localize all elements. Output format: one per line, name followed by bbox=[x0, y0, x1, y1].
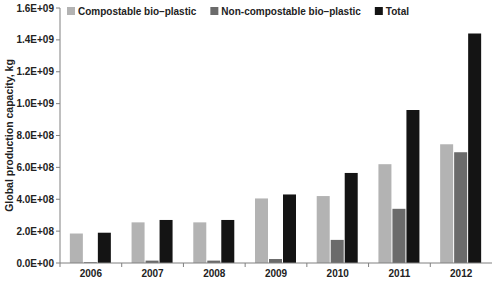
x-tick-label: 2009 bbox=[265, 268, 288, 279]
x-tick-label: 2011 bbox=[389, 268, 411, 279]
bar bbox=[440, 144, 453, 263]
bar bbox=[70, 234, 83, 263]
x-tick bbox=[183, 263, 184, 267]
legend: Compostable bio–plastic Non-compostable b… bbox=[67, 6, 409, 17]
y-tick bbox=[56, 135, 60, 136]
x-tick-label: 2012 bbox=[450, 268, 473, 279]
legend-label: Compostable bio–plastic bbox=[78, 6, 197, 17]
bars bbox=[70, 34, 481, 264]
y-tick bbox=[56, 167, 60, 168]
y-tick bbox=[56, 103, 60, 104]
y-tick bbox=[56, 71, 60, 72]
y-tick-label: 1.4E+09 bbox=[16, 34, 54, 45]
y-tick-label: 1.0E+09 bbox=[16, 98, 54, 109]
bar bbox=[392, 209, 405, 263]
x-tick bbox=[430, 263, 431, 267]
y-tick bbox=[56, 199, 60, 200]
x-tick bbox=[245, 263, 246, 267]
x-tick bbox=[306, 263, 307, 267]
y-tick bbox=[56, 263, 60, 264]
x-tick-label: 2010 bbox=[327, 268, 350, 279]
bar bbox=[98, 233, 111, 263]
bar bbox=[221, 220, 234, 263]
x-tick bbox=[60, 263, 61, 267]
legend-label: Total bbox=[386, 6, 409, 17]
x-tick bbox=[368, 263, 369, 267]
y-tick-label: 8.0E+08 bbox=[16, 130, 54, 141]
bar bbox=[283, 194, 296, 263]
bar bbox=[345, 173, 358, 263]
legend-swatch bbox=[67, 7, 75, 15]
bar bbox=[468, 34, 481, 264]
y-tick bbox=[56, 39, 60, 40]
x-tick bbox=[121, 263, 122, 267]
legend-label: Non-compostable bio–plastic bbox=[221, 6, 361, 17]
y-tick-label: 2.0E+08 bbox=[16, 226, 54, 237]
y-tick bbox=[56, 231, 60, 232]
bar bbox=[454, 152, 467, 263]
y-axis-title: Global production capacity, kg bbox=[3, 59, 15, 212]
bar bbox=[331, 240, 344, 263]
x-tick-label: 2006 bbox=[80, 268, 103, 279]
y-tick-label: 6.0E+08 bbox=[16, 162, 54, 173]
bar bbox=[193, 222, 206, 263]
bar bbox=[378, 164, 391, 263]
bar bbox=[132, 222, 145, 263]
chart: 0.0E+00 2.0E+08 4.0E+08 6.0E+08 8.0E+08 1.0E+… bbox=[0, 0, 500, 285]
y-tick-label: 1.6E+09 bbox=[16, 3, 54, 14]
x-axis bbox=[60, 263, 492, 264]
bar bbox=[269, 259, 282, 263]
y-tick-label: 0.0E+00 bbox=[16, 258, 54, 269]
bar bbox=[317, 196, 330, 263]
y-tick-label: 1.2E+09 bbox=[16, 66, 54, 77]
y-tick-label: 4.0E+08 bbox=[16, 194, 54, 205]
bar bbox=[406, 110, 419, 263]
bar bbox=[160, 220, 173, 263]
bar bbox=[255, 198, 268, 263]
legend-swatch bbox=[210, 7, 218, 15]
y-tick bbox=[56, 8, 60, 9]
legend-swatch bbox=[375, 7, 383, 15]
x-tick-label: 2008 bbox=[203, 268, 226, 279]
x-tick-label: 2007 bbox=[141, 268, 164, 279]
